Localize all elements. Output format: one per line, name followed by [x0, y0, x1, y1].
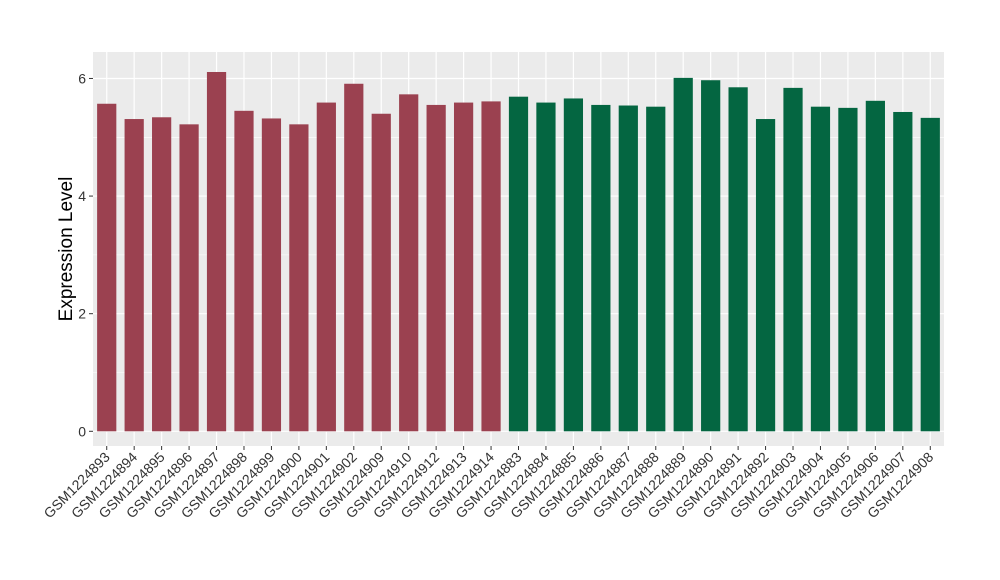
x-axis: GSM1224893GSM1224894GSM1224895GSM1224896… — [40, 446, 937, 521]
bar — [618, 105, 638, 432]
bar — [701, 80, 721, 432]
bar — [838, 107, 858, 432]
bar — [920, 117, 940, 432]
bar — [97, 103, 117, 432]
bar — [289, 124, 309, 432]
bar — [536, 102, 556, 432]
bar — [206, 71, 227, 432]
bar — [344, 83, 364, 432]
bar — [426, 104, 446, 432]
bar — [810, 106, 831, 432]
bar — [124, 119, 144, 432]
bar — [646, 106, 666, 432]
bar — [893, 111, 913, 432]
bar — [453, 102, 474, 432]
bar — [179, 124, 199, 432]
bar — [316, 102, 336, 432]
bar — [399, 94, 419, 432]
bars — [97, 71, 940, 432]
bar — [234, 110, 254, 432]
bar — [261, 118, 282, 432]
bar — [508, 96, 529, 432]
bar — [152, 117, 172, 432]
y-tick-label: 6 — [78, 70, 86, 86]
bar — [371, 113, 391, 432]
bar — [755, 119, 776, 432]
y-axis-title: Expression Level — [56, 177, 77, 322]
y-tick-label: 0 — [78, 423, 86, 439]
bar — [563, 98, 584, 432]
bar — [481, 101, 501, 432]
bar — [591, 104, 611, 432]
y-tick-label: 2 — [78, 306, 86, 322]
bar — [783, 87, 803, 432]
bar — [673, 77, 693, 432]
bar — [865, 100, 885, 432]
y-axis: 0 2 4 6 — [78, 70, 93, 439]
y-tick-label: 4 — [78, 188, 86, 204]
bar — [728, 87, 748, 432]
